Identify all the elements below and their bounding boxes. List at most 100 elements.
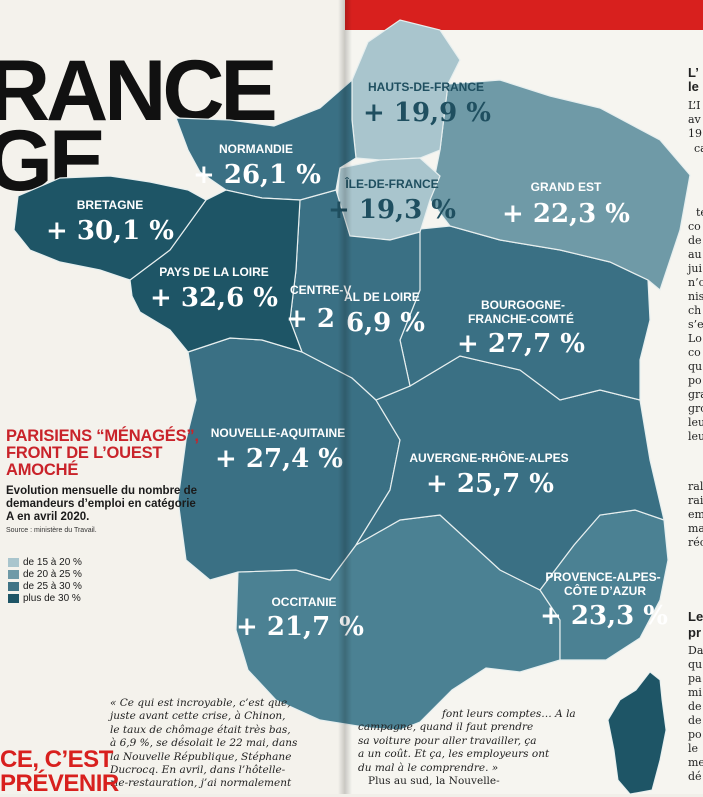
right-snip: co (688, 220, 701, 233)
right-snip: ch (688, 304, 702, 317)
label-centre-val-de-loire-b: AL DE LOIRE (344, 290, 420, 304)
right-snip: ral (688, 480, 703, 493)
right-snip: leu (688, 430, 703, 443)
right-snip: L’ (688, 65, 699, 80)
legend-title: PARISIENS “MÉNAGÉS”, FRONT DE L’OUEST AM… (6, 427, 199, 479)
right-snip: réc (688, 536, 703, 549)
legend-item-label: de 15 à 20 % (23, 556, 82, 568)
region-bretagne (13, 175, 207, 281)
bottom-red-line: PRÉVENIR (0, 770, 119, 797)
legend-item-label: plus de 30 % (23, 592, 81, 604)
legend-subtitle: Evolution mensuelle du nombre de demande… (6, 485, 198, 523)
right-snip: rai (688, 494, 703, 507)
region-grand-est (429, 79, 691, 292)
legend-item-label: de 20 à 25 % (23, 568, 82, 580)
right-snip: Lo (688, 332, 702, 345)
legend-source: Source : ministère du Travail. (6, 527, 97, 534)
legend-item: de 20 à 25 % (8, 568, 82, 580)
right-snip: 19 (688, 127, 702, 140)
label-bourgogne-franche-comte-2: FRANCHE-COMTÉ (468, 311, 574, 326)
article-line: rie-restauration, j’ai normalement (110, 777, 292, 790)
right-snip: de (688, 714, 702, 727)
right-snip: qu (688, 658, 703, 671)
right-snip: le (688, 742, 699, 755)
right-snip: s’e (688, 318, 703, 331)
label-nouvelle-aquitaine: NOUVELLE-AQUITAINE (211, 426, 345, 440)
label-ile-de-france: ÎLE-DE-FRANCE (344, 176, 438, 191)
value-auvergne-rhone-alpes: + 25,7 % (426, 469, 554, 499)
label-grand-est: GRAND EST (531, 180, 602, 194)
right-snip: te (696, 206, 703, 219)
right-snip: av (688, 113, 701, 126)
legend-item: de 25 à 30 % (8, 580, 82, 592)
right-snip: Da (688, 644, 703, 657)
legend-item-label: de 25 à 30 % (23, 580, 82, 592)
article-line: du mal à le comprendre. » (358, 761, 499, 774)
legend-item: de 15 à 20 % (8, 556, 82, 568)
article-line: la Nouvelle République, Stéphane (110, 750, 292, 763)
right-snip: Le (688, 609, 703, 624)
right-snip: L’I (688, 99, 701, 112)
label-occitanie: OCCITANIE (271, 595, 336, 609)
legend-box: PARISIENS “MÉNAGÉS”, FRONT DE L’OUEST AM… (6, 427, 206, 535)
label-centre-val-de-loire-a: CENTRE-V (290, 283, 351, 297)
legend-swatch (8, 581, 19, 591)
value-nouvelle-aquitaine: + 27,4 % (215, 444, 343, 474)
bottom-red-line: CE, C’EST (0, 746, 113, 773)
right-snip: jui (688, 262, 703, 275)
label-provence-alpes-cote-dazur-1: PROVENCE-ALPES- (545, 570, 660, 584)
right-snip: de (688, 700, 702, 713)
value-occitanie: + 21,7 % (236, 612, 364, 642)
article-quote-column: « Ce qui est incroyable, c’est que, just… (110, 697, 338, 791)
right-snip: au (688, 248, 702, 261)
label-provence-alpes-cote-dazur-2: CÔTE D’AZUR (564, 583, 646, 598)
region-corse (607, 671, 667, 794)
value-centre-val-de-loire-a: + 2 (286, 304, 335, 334)
right-snip: ca (694, 142, 703, 155)
region-normandie (175, 78, 357, 201)
value-ile-de-france: + 19,3 % (328, 195, 456, 225)
right-snip: me (688, 756, 703, 769)
label-pays-de-la-loire: PAYS DE LA LOIRE (159, 265, 269, 279)
bottom-red-heading: CE, C’EST PRÉVENIR (0, 748, 119, 796)
value-normandie: + 26,1 % (193, 160, 321, 190)
value-pays-de-la-loire: + 32,6 % (150, 283, 278, 313)
article-quote-column-2: font leurs comptes… A la campagne, quand… (358, 708, 578, 788)
right-snip: nis (688, 290, 703, 303)
legend-item: plus de 30 % (8, 592, 82, 604)
right-snip: pa (688, 672, 702, 685)
value-grand-est: + 22,3 % (502, 199, 630, 229)
article-line: a un coût. Et ça, les employeurs ont (358, 748, 550, 761)
legend-swatch (8, 557, 19, 567)
article-line: « Ce qui est incroyable, c’est que, (110, 697, 291, 709)
value-provence-alpes-cote-dazur: + 23,3 % (540, 601, 668, 631)
article-line: sa voiture pour aller travailler, ça (358, 734, 537, 747)
value-bourgogne-franche-comte: + 27,7 % (457, 329, 585, 359)
label-normandie: NORMANDIE (219, 142, 293, 156)
page-gutter-shadow (338, 0, 352, 794)
value-centre-val-de-loire-b: 6,9 % (346, 308, 425, 338)
label-auvergne-rhone-alpes: AUVERGNE-RHÔNE-ALPES (409, 450, 568, 465)
article-line: le taux de chômage était très bas, (110, 723, 291, 736)
right-snip: gro (688, 402, 703, 415)
value-hauts-de-france: + 19,9 % (363, 98, 491, 128)
right-snip: pr (688, 625, 701, 640)
right-snip: po (688, 728, 702, 741)
right-snip: dé (688, 770, 702, 783)
right-snip: mi (688, 686, 702, 699)
right-snip: po (688, 374, 702, 387)
legend-swatch (8, 569, 19, 579)
right-snip: leu (688, 416, 703, 429)
article-line: à 6,9 %, se désolait le 22 mai, dans (110, 737, 298, 750)
legend-swatch (8, 593, 19, 603)
right-snip: n’o (688, 276, 703, 289)
article-line: juste avant cette crise, à Chinon, (110, 710, 286, 723)
label-hauts-de-france: HAUTS-DE-FRANCE (368, 80, 484, 94)
label-bretagne: BRETAGNE (77, 198, 143, 212)
right-snip: le (688, 79, 699, 94)
article-line: font leurs comptes… A la (442, 708, 576, 720)
legend-list: de 15 à 20 % de 20 à 25 % de 25 à 30 % p… (8, 556, 82, 604)
region-pays-de-la-loire (129, 189, 303, 353)
article-line: Plus au sud, la Nouvelle- (368, 775, 500, 788)
